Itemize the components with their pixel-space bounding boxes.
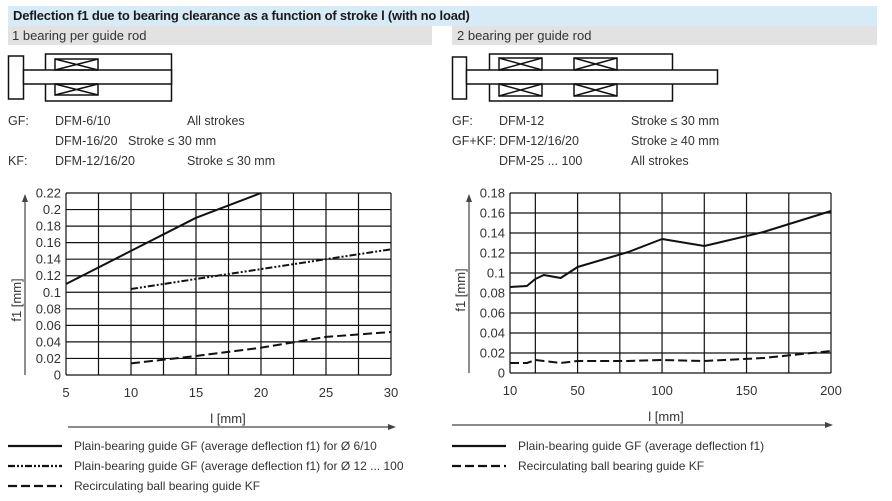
y-tick-label: 0.14: [480, 226, 505, 241]
legend-label: Recirculating ball bearing guide KF: [518, 459, 705, 473]
y-tick-label: 0: [498, 366, 505, 381]
y-tick-label: 0.06: [480, 306, 505, 321]
y-axis-arrow-icon: [466, 194, 472, 202]
right-subtitle-bar: [452, 26, 877, 45]
spec-stroke: Stroke ≤ 30 mm: [631, 114, 720, 128]
y-tick-label: 0.06: [36, 318, 61, 333]
diagram-1-bearing: [7, 53, 173, 102]
right-subtitle: 2 bearing per guide rod: [457, 28, 592, 43]
spec-model: DFM-12/16/20: [55, 154, 135, 168]
y-tick-label: 0.08: [36, 301, 61, 316]
legends: [8, 444, 506, 488]
x-tick-label: 10: [124, 385, 138, 400]
y-tick-label: 0.22: [36, 186, 61, 201]
y-tick-label: 0.02: [480, 346, 505, 361]
x-tick-label: 200: [820, 383, 842, 398]
diagram-2-bearings: [451, 53, 719, 102]
spec-stroke: All strokes: [631, 154, 689, 168]
y-tick-label: 0.12: [480, 246, 505, 261]
bearing-icon: [498, 83, 543, 97]
y-tick-label: 0.1: [487, 266, 505, 281]
y-tick-label: 0.04: [480, 326, 505, 341]
y-tick-label: 0.18: [36, 219, 61, 234]
left-subtitle: 1 bearing per guide rod: [12, 28, 147, 43]
bearing-icon: [573, 57, 618, 71]
y-tick-label: 0.02: [36, 351, 61, 366]
bearing-icon: [54, 58, 99, 71]
x-tick-label: 5: [62, 385, 69, 400]
page-title: Deflection f1 due to bearing clearance a…: [13, 8, 470, 23]
spec-type: GF:: [8, 114, 29, 128]
x-tick-label: 20: [254, 385, 268, 400]
x-axis-arrow-icon: [388, 424, 396, 430]
x-tick-label: 25: [319, 385, 333, 400]
chart-left: f1 [mm] l [mm] 00.020.040.060.080.10.120…: [9, 186, 398, 430]
x-tick-label: 50: [570, 383, 584, 398]
y-tick-label: 0.16: [480, 206, 505, 221]
y-tick-label: 0.16: [36, 235, 61, 250]
legend-label: Plain-bearing guide GF (average deflecti…: [74, 459, 404, 473]
series-line-solid: [509, 210, 832, 288]
x-tick-label: 150: [736, 383, 758, 398]
y-axis-label: f1 [mm]: [453, 268, 468, 311]
y-tick-label: 0.2: [43, 202, 61, 217]
spec-type: KF:: [8, 154, 28, 168]
spec-stroke: All strokes: [187, 114, 245, 128]
y-tick-label: 0.08: [480, 286, 505, 301]
spec-stroke: Stroke ≤ 30 mm: [128, 134, 217, 148]
y-tick-label: 0.1: [43, 285, 61, 300]
spec-model: DFM-16/20: [55, 134, 118, 148]
series-line-dash-dot-dot: [130, 248, 392, 290]
y-tick-label: 0.04: [36, 334, 61, 349]
y-tick-label: 0.12: [36, 268, 61, 283]
series-line-dashed: [510, 350, 832, 364]
bearing-icon: [498, 57, 543, 71]
spec-type: GF+KF:: [452, 134, 497, 148]
left-subtitle-bar: [8, 26, 432, 45]
series-line-solid: [65, 192, 262, 285]
y-tick-label: 0.14: [36, 252, 61, 267]
y-axis-arrow-icon: [22, 194, 28, 202]
legend-label: Plain-bearing guide GF (average deflecti…: [74, 439, 377, 453]
spec-model: DFM-12: [499, 114, 545, 128]
legend-label: Plain-bearing guide GF (average deflecti…: [518, 439, 765, 453]
spec-type: GF:: [452, 114, 473, 128]
x-axis-label: l [mm]: [210, 411, 245, 426]
title-bar: [8, 6, 877, 26]
y-axis-label: f1 [mm]: [9, 278, 24, 321]
x-tick-label: 100: [651, 383, 673, 398]
bearing-diagrams: [7, 53, 719, 102]
bearing-icon: [573, 83, 618, 97]
x-tick-label: 15: [189, 385, 203, 400]
bearing-icon: [54, 83, 99, 96]
x-axis-arrow-icon: [825, 422, 833, 428]
spec-model: DFM-25 ... 100: [499, 154, 583, 168]
legend-label: Recirculating ball bearing guide KF: [74, 479, 261, 493]
spec-stroke: Stroke ≥ 40 mm: [631, 134, 720, 148]
chart-right: f1 [mm] l [mm] 0 0.02 0.04 0.06 0.08 0.1 0.12 0…: [452, 186, 842, 428]
spec-model: DFM-12/16/20: [499, 134, 579, 148]
y-tick-label: 0: [54, 368, 61, 383]
spec-model: DFM-6/10: [55, 114, 111, 128]
y-tick-label: 0.18: [480, 186, 505, 201]
x-tick-label: 30: [384, 385, 398, 400]
series-line-dashed: [130, 331, 392, 365]
spec-stroke: Stroke ≤ 30 mm: [187, 154, 276, 168]
x-tick-label: 10: [503, 383, 517, 398]
x-axis-label: l [mm]: [648, 409, 683, 424]
